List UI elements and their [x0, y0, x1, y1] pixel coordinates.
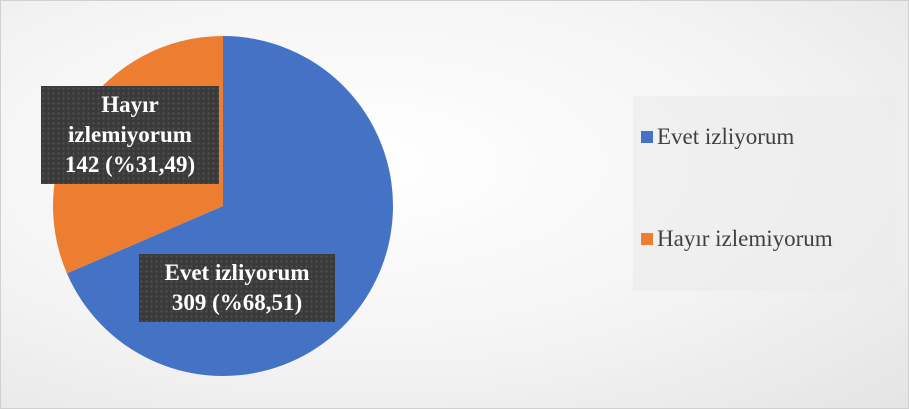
data-label-category: Evet izliyorum: [164, 260, 310, 285]
legend-item: Hayır izlemiyorum: [641, 226, 833, 252]
data-label: Evet izliyorum 309 (%68,51): [139, 254, 335, 322]
legend-swatch: [641, 233, 653, 245]
legend-label: Evet izliyorum: [657, 124, 795, 149]
data-label-value: 142 (%31,49): [64, 152, 196, 177]
data-label-value: 309 (%68,51): [171, 290, 303, 315]
legend-item: Evet izliyorum: [641, 124, 794, 150]
legend-label: Hayır izlemiyorum: [657, 226, 833, 251]
data-label-category: Hayır izlemiyorum: [68, 92, 192, 147]
legend: Evet izliyorum Hayır izlemiyorum: [633, 96, 896, 291]
data-label: Hayır izlemiyorum 142 (%31,49): [41, 86, 219, 184]
legend-swatch: [641, 131, 653, 143]
